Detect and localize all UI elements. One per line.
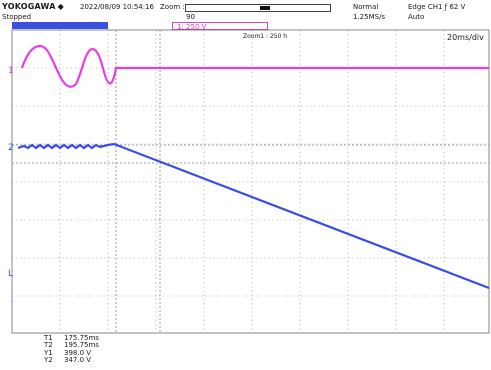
trigger-mode: Auto [408, 13, 425, 21]
zoom-position-bar[interactable] [185, 4, 331, 12]
cursors [12, 30, 489, 333]
ground-marker-icon: ⋆ [9, 297, 15, 307]
cursor-row: Y2 347.0 V [44, 356, 99, 365]
cursor-readout: T1 175.75ms T2 195.75ms Y1 398.0 V Y2 347.0 … [44, 334, 99, 365]
ch2-marker[interactable]: 2 [8, 143, 14, 153]
time-per-division: 20ms/div [447, 33, 484, 42]
ch2-waveform [17, 142, 490, 290]
sample-rate: 1.25MS/s [353, 13, 386, 21]
zoom-position-marker[interactable] [260, 6, 270, 10]
zoom-window-title: Zoom1 : 250 h [243, 33, 288, 40]
cursor-key: T2 [44, 341, 53, 350]
cursor-row: T2 195.75ms [44, 341, 99, 350]
cursor-row: Y1 398.0 V [44, 348, 99, 357]
cursor-value: 398.0 V [64, 348, 92, 357]
diamond-icon: ◆ [57, 2, 64, 11]
ch1-waveform [20, 44, 489, 88]
scope-header: YOKOGAWA ◆ Stopped 2022/08/09 10:54:16 Zo… [0, 0, 491, 34]
cursor-value: 195.75ms [64, 341, 99, 350]
trigger-setting: Edge CH1 ƒ 62 V [408, 3, 466, 11]
brand-logo: YOKOGAWA ◆ [2, 2, 64, 11]
trigger-level-marker[interactable]: L [8, 269, 13, 279]
cursor-value: 175.75ms [64, 334, 99, 342]
cursor-key: T1 [44, 334, 53, 342]
ch1-scale-tag[interactable]: 1: 250 V [172, 22, 268, 31]
cursor-key: Y1 [44, 348, 53, 357]
grid [12, 30, 489, 333]
ch2-scale-tag[interactable] [12, 22, 108, 29]
display-frame [11, 29, 490, 334]
cursor-value: 347.0 V [64, 356, 92, 365]
run-status: Stopped [2, 13, 32, 21]
cursor-row: T1 175.75ms [44, 334, 99, 342]
date-time: 2022/08/09 10:54:16 [80, 3, 155, 11]
zoom-value: 90 [186, 13, 195, 21]
zoom-label: Zoom : [160, 3, 185, 11]
cursor-key: Y2 [44, 356, 53, 365]
acquisition-mode: Normal [353, 3, 379, 11]
ch1-marker[interactable]: 1 [8, 66, 14, 76]
